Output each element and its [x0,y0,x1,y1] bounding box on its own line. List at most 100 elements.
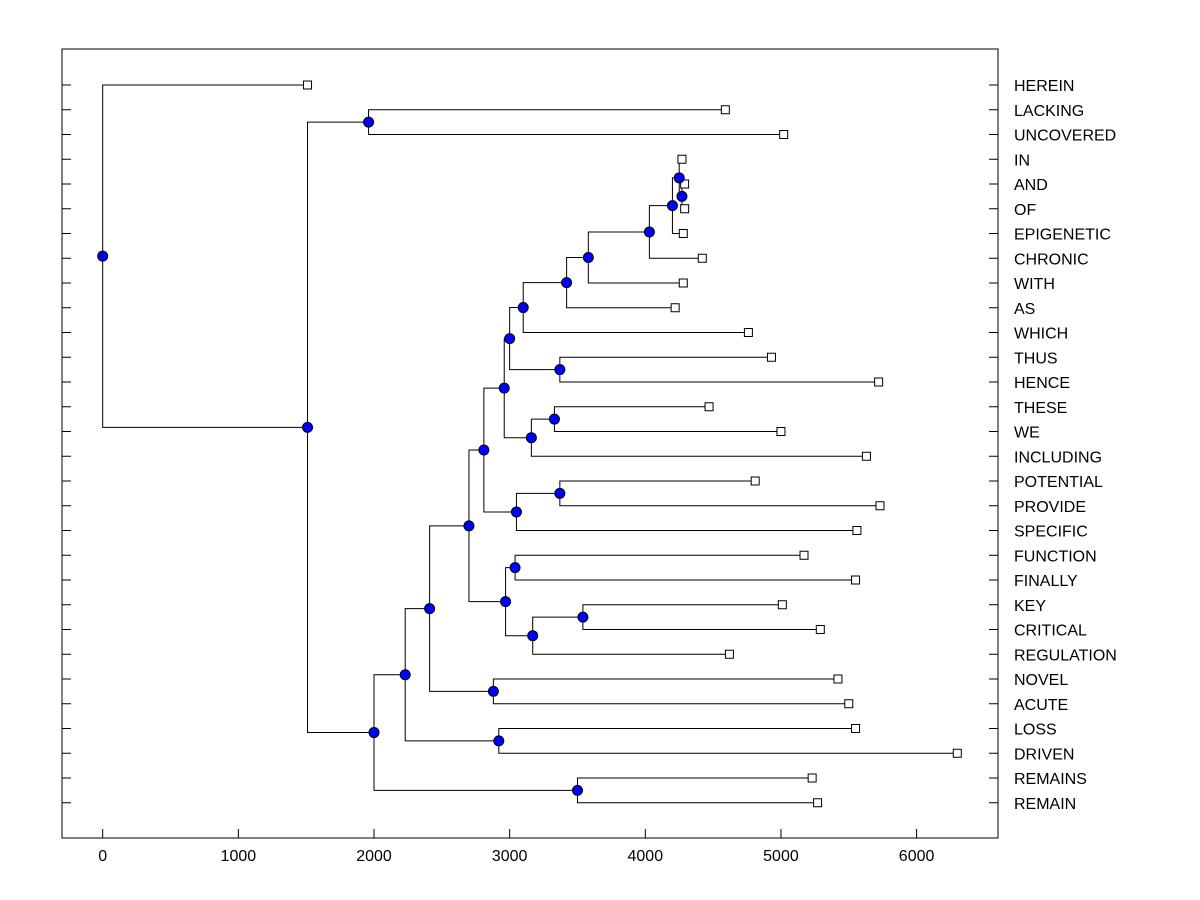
leaf-label: WITH [1014,276,1055,293]
leaf-marker [844,699,854,709]
x-tick-label: 1000 [221,848,257,865]
merge-node [97,250,109,262]
leaf-label: HENCE [1014,375,1070,392]
x-tick-label: 0 [98,848,107,865]
merge-node [487,685,499,697]
x-tick-label: 6000 [899,848,935,865]
leaf-marker [678,229,688,238]
leaf-label: THESE [1014,400,1067,417]
leaf-label: KEY [1014,598,1046,615]
merge-node [504,333,516,345]
branch-link [373,674,578,791]
leaf-marker [303,80,313,90]
merge-node [509,562,521,574]
leaf-marker [952,748,962,758]
plot-frame [61,48,999,839]
merge-node [302,421,314,433]
leaf-markers [303,80,962,808]
leaf-marker [851,724,861,733]
leaf-label: HEREIN [1014,78,1074,95]
leaf-labels: HEREIN LACKING UNCOVERED IN AND OF EPIGENETIC C… [1014,78,1117,813]
branch-link [553,406,781,432]
branch-link [307,121,374,734]
leaf-marker [833,674,843,684]
leaf-marker [743,328,753,337]
leaf-label: UNCOVERED [1014,128,1116,145]
leaf-marker [724,649,734,659]
branch-link [429,525,494,692]
merge-node [554,487,566,499]
branch-link [492,678,849,705]
leaf-marker [799,550,809,560]
merge-node [478,444,490,456]
x-tick-label: 2000 [356,848,392,865]
leaf-label: REGULATION [1014,647,1117,664]
leaf-label: INCLUDING [1014,449,1102,466]
left-ticks [62,84,998,804]
leaf-label: CHRONIC [1014,251,1089,268]
branch-link [530,418,867,457]
leaf-marker [766,352,776,362]
leaf-marker [851,575,861,585]
leaf-label: FINALLY [1014,573,1078,590]
leaf-marker [677,154,687,164]
leaf-label: LACKING [1014,103,1084,120]
branch-link [648,205,703,259]
leaf-marker [680,204,690,214]
branch-link [515,492,857,531]
leaf-label: EPIGENETIC [1014,227,1111,244]
branch-link [102,84,308,428]
branch-link [498,728,958,754]
leaf-label: PROVIDE [1014,499,1086,516]
leaf-marker [861,451,871,461]
leaf-marker [815,625,825,634]
merge-node [571,784,583,796]
merge-nodes [97,116,688,796]
merge-node [643,226,655,238]
leaf-marker [813,798,823,808]
merge-node [554,364,566,376]
leaf-label: SPECIFIC [1014,524,1088,541]
leaf-label: AND [1014,177,1048,194]
leaf-marker [777,600,787,610]
x-tick-label: 5000 [763,848,799,865]
branch-link [404,608,499,742]
leaf-label: FUNCTION [1014,548,1097,565]
branch-link [587,231,684,284]
leaf-label: REMAIN [1014,796,1076,813]
leaf-label: ACUTE [1014,697,1068,714]
merge-node [368,727,380,739]
leaf-label: CRITICAL [1014,623,1087,640]
merge-node [577,611,589,623]
leaf-label: POTENTIAL [1014,474,1103,491]
merge-node [517,302,529,314]
merge-node [582,251,594,263]
leaf-marker [680,179,690,189]
leaf-marker [678,278,688,288]
merge-node [561,277,573,289]
branch-link [509,307,560,371]
branch-link [576,777,818,804]
x-tick-label: 4000 [628,848,664,865]
leaf-label: THUS [1014,350,1058,367]
merge-node [500,596,512,608]
leaf-marker [875,501,885,511]
leaf-label: WE [1014,425,1040,442]
leaf-label: IN [1014,152,1030,169]
leaf-label: REMAINS [1014,771,1087,788]
leaf-marker [807,773,817,783]
leaf-marker [697,253,707,263]
merge-node [493,735,505,747]
merge-node [399,669,411,681]
leaf-marker [874,377,884,387]
merge-node [527,630,539,642]
leaf-marker [720,105,730,115]
leaf-marker [776,427,786,436]
branch-link [559,480,880,507]
branch-link [532,616,730,655]
leaf-label: WHICH [1014,326,1068,343]
tree-links [102,84,958,804]
merge-node [510,506,522,518]
merge-node [363,116,375,128]
